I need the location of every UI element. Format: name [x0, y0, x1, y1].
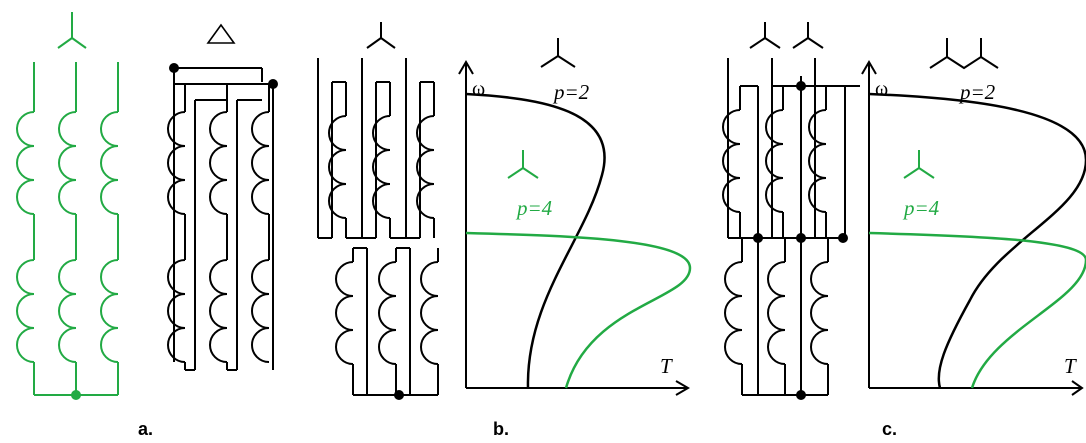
- graph-b-omega-label: ω: [472, 78, 486, 100]
- panel-b-junction-dot: [394, 390, 404, 400]
- panel-c-junction-dot-1: [796, 81, 806, 91]
- panel-a-star-winding: [16, 12, 119, 396]
- delta-triangle: [206, 23, 236, 44]
- panel-a-delta-winding: [167, 23, 274, 371]
- panel-b-winding: [317, 22, 439, 396]
- graph-c-torque-label: T: [1064, 354, 1076, 378]
- graph-b-curve-p4: [465, 231, 692, 389]
- panel-c-junction-dot-3: [796, 233, 806, 243]
- delta-junction-dot-1: [169, 63, 179, 73]
- graph-c-omega-label: ω: [875, 78, 889, 100]
- graph-c-p4-label: p=4: [904, 196, 940, 220]
- graph-b-axes: [458, 60, 690, 396]
- label-a: a.: [138, 419, 154, 439]
- graph-b-torque-label: T: [660, 354, 672, 378]
- graph-b-p4-label: p=4: [517, 196, 553, 220]
- panel-c-junction-dot-2: [753, 233, 763, 243]
- graph-c-p2-label: p=2: [960, 80, 996, 104]
- graph-b-star-p2: [540, 38, 576, 68]
- star-symbol: [57, 12, 87, 49]
- double-star-symbol-c: [749, 22, 824, 49]
- graph-c-star-p4: [903, 150, 935, 179]
- panel-c-junction-dot-4: [838, 233, 848, 243]
- delta-junction-dot-2: [268, 79, 278, 89]
- graph-b-curve-p2: [465, 92, 606, 389]
- label-c: c.: [882, 419, 898, 439]
- panel-c-winding: [722, 22, 860, 396]
- label-b: b.: [493, 419, 509, 439]
- graph-c-curve-p2: [868, 92, 1086, 389]
- panel-c-junction-dot-5: [796, 390, 806, 400]
- star-junction-dot: [71, 390, 81, 400]
- graph-c-double-star-p2: [929, 38, 999, 70]
- graph-b-star-p4: [507, 150, 539, 179]
- graph-b-p2-label: p=2: [554, 80, 590, 104]
- graph-c-axes: [861, 60, 1084, 396]
- star-symbol-b: [366, 22, 396, 49]
- graph-c-curve-p4: [868, 231, 1086, 389]
